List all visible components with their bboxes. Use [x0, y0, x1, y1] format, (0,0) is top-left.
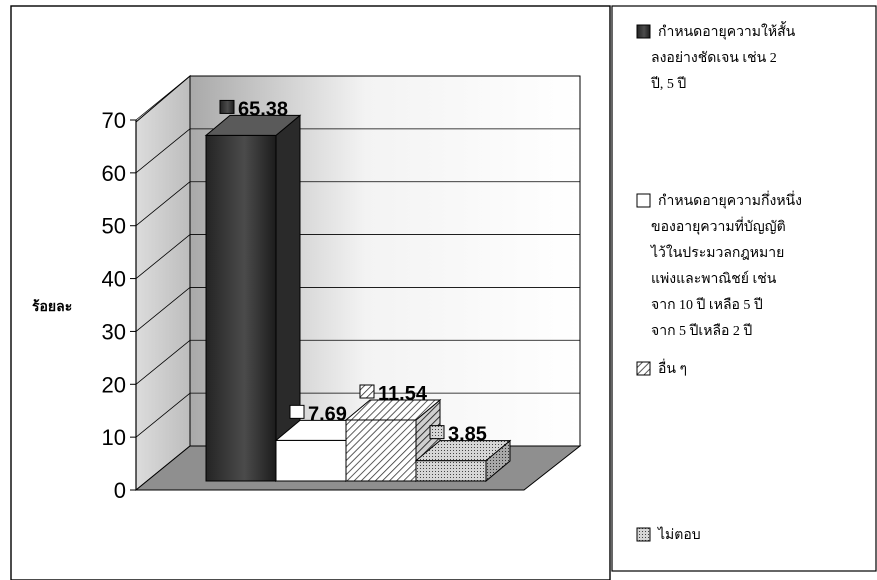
- legend-text: ไว้ในประมวลกฎหมาย: [650, 244, 784, 261]
- legend-entry-4: ไม่ตอบ: [636, 526, 701, 543]
- y-tick-label: 30: [102, 319, 126, 344]
- y-tick-label: 40: [102, 267, 126, 292]
- y-tick-label: 0: [114, 478, 126, 503]
- legend-text: ปี, 5 ปี: [651, 76, 687, 92]
- bar-front: [275, 439, 347, 482]
- data-label-value: 65.38: [238, 98, 288, 120]
- legend-entry-3: อื่น ๆ: [636, 359, 687, 377]
- legend-text: จาก 10 ปี เหลือ 5 ปี: [651, 297, 763, 313]
- legend-swatch: [636, 361, 651, 376]
- data-label-key: [289, 404, 305, 419]
- data-labels: 65.38 7.69 11.54 3.85: [219, 98, 487, 446]
- legend-swatch: [636, 527, 651, 542]
- side-wall: [135, 74, 191, 492]
- gridline-side: [135, 128, 191, 174]
- bar-top: [204, 114, 302, 136]
- y-axis: 0 10 20 30 40 50 60 70: [102, 108, 137, 503]
- data-label-1: 65.38: [219, 98, 288, 120]
- gridline-side: [135, 181, 191, 227]
- legend-text: จาก 5 ปีเหลือ 2 ปี: [651, 323, 752, 339]
- bar-front: [205, 134, 277, 482]
- legend-swatch: [636, 193, 651, 208]
- gridline-side: [135, 339, 191, 385]
- legend-text: แพ่งและพาณิชย์ เช่น: [651, 270, 777, 287]
- legend-text: ลงอย่างชัดเจน เช่น 2: [651, 51, 777, 66]
- legend-frame: [611, 5, 877, 572]
- data-label-value: 7.69: [308, 403, 347, 425]
- data-label-3: 11.54: [359, 383, 428, 405]
- y-tick-label: 60: [102, 161, 126, 186]
- data-label-key: [219, 99, 235, 114]
- data-label-key: [359, 384, 375, 399]
- bar-1: [204, 114, 302, 483]
- bars: [204, 114, 512, 483]
- data-label-2: 7.69: [289, 403, 347, 425]
- y-tick-label: 10: [102, 425, 126, 450]
- y-tick-label: 20: [102, 372, 126, 397]
- gridline-side: [135, 392, 191, 438]
- y-tick-label: 50: [102, 214, 126, 239]
- legend-swatch: [636, 24, 651, 39]
- legend-text: กำหนดอายุความให้สั้น: [658, 21, 796, 40]
- bar-top: [414, 440, 512, 462]
- y-axis-label: ร้อยละ: [32, 299, 72, 315]
- gridline-side: [135, 75, 191, 121]
- plot-frame: [10, 5, 611, 580]
- bar-top: [344, 399, 442, 421]
- legend-text: ไม่ตอบ: [657, 526, 701, 543]
- y-tick-label: 70: [102, 108, 126, 133]
- data-label-4: 3.85: [429, 424, 487, 446]
- data-label-value: 3.85: [448, 424, 487, 446]
- bar-front: [345, 419, 417, 482]
- bar-4: [414, 439, 512, 483]
- data-label-key: [429, 425, 445, 440]
- bar-front: [415, 460, 487, 482]
- legend-text: ของอายุความที่บัญญัติ: [651, 217, 786, 235]
- legend-text: กำหนดอายุความกึ่งหนึ่ง: [658, 191, 802, 209]
- bar-3: [344, 398, 442, 483]
- legend-text: อื่น ๆ: [658, 359, 687, 377]
- legend-entry-2: กำหนดอายุความกึ่งหนึ่งของอายุความที่บัญญ…: [636, 191, 802, 339]
- gridline-side: [135, 287, 191, 332]
- gridline-side: [135, 234, 191, 279]
- data-label-value: 11.54: [378, 383, 428, 405]
